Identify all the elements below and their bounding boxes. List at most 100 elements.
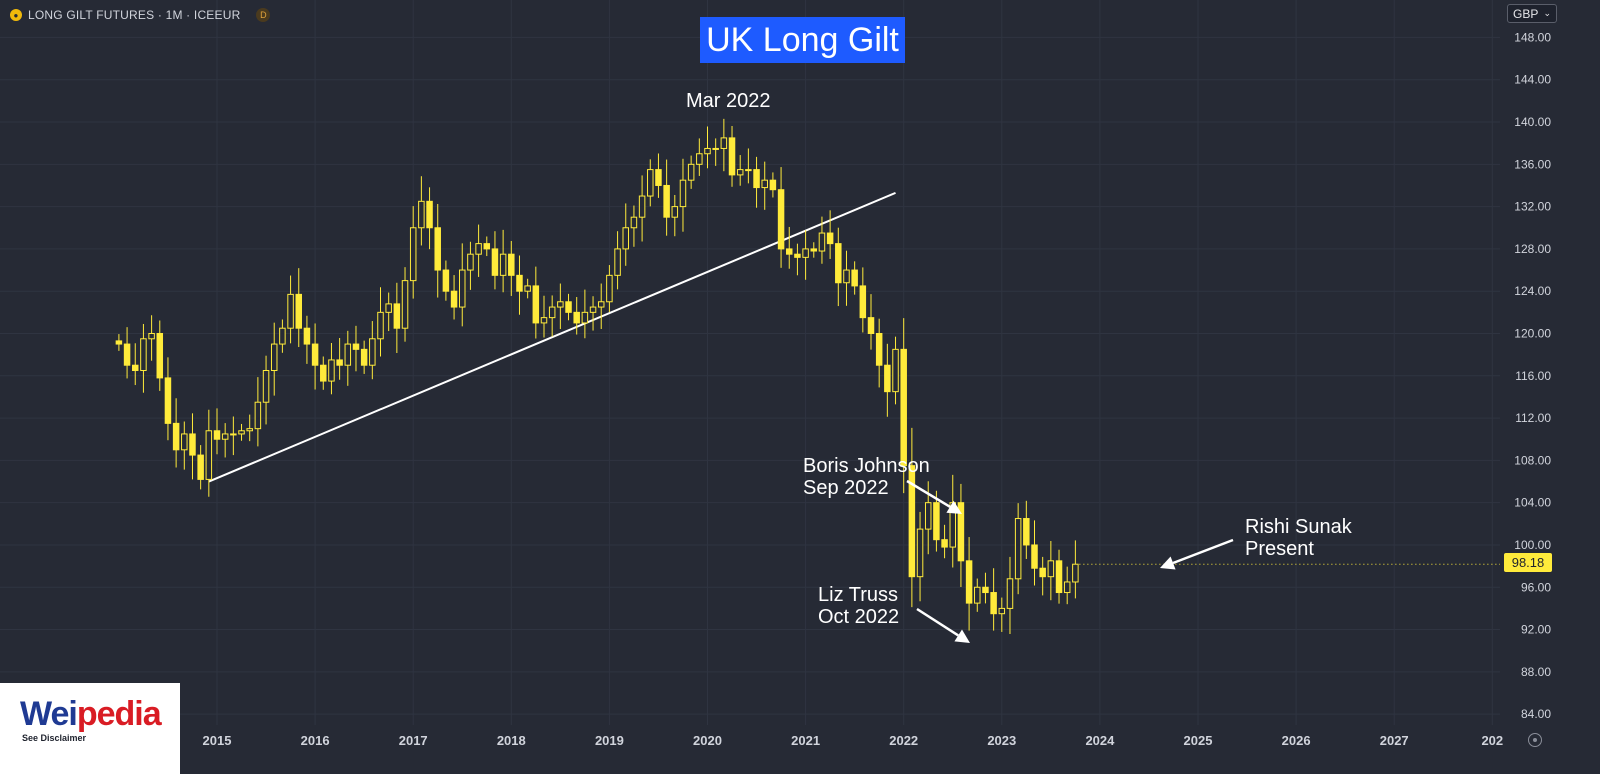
candle-body bbox=[148, 332, 155, 340]
chart-title: UK Long Gilt bbox=[700, 17, 905, 63]
gear-icon[interactable] bbox=[1528, 733, 1542, 747]
disclaimer-label: See Disclaimer bbox=[22, 733, 87, 743]
candle-body bbox=[189, 433, 196, 456]
candle-body bbox=[508, 253, 515, 276]
annotation-line: Sep 2022 bbox=[803, 477, 889, 499]
x-tick-label: 2021 bbox=[791, 733, 820, 748]
candle-body bbox=[156, 332, 164, 379]
y-tick-label: 100.00 bbox=[1514, 538, 1551, 552]
weipedia-logo[interactable]: Weipedia See Disclaimer bbox=[0, 683, 180, 774]
x-axis: 2015 2016 2017 2018 2019 2020 2021 2022 2023 2024… bbox=[203, 733, 1504, 748]
candle-body bbox=[900, 348, 907, 467]
candle-body bbox=[442, 269, 450, 292]
candle-body bbox=[965, 560, 973, 604]
candle-body bbox=[736, 169, 744, 176]
candle-body bbox=[630, 216, 638, 229]
candle-body bbox=[990, 592, 997, 615]
candle-body bbox=[916, 528, 924, 578]
symbol-header[interactable]: ● LONG GILT FUTURES · 1M · ICEEUR D bbox=[10, 6, 271, 24]
candle-body bbox=[1006, 578, 1014, 609]
y-tick-label: 88.00 bbox=[1521, 665, 1551, 679]
candle-body bbox=[753, 169, 760, 189]
candle-body bbox=[532, 285, 540, 324]
arrow-liz-truss bbox=[916, 607, 970, 643]
candle-body bbox=[687, 163, 695, 181]
candle-body bbox=[638, 195, 646, 218]
candle-body bbox=[859, 285, 867, 319]
candle-body bbox=[279, 327, 286, 345]
x-tick-label: 2025 bbox=[1184, 733, 1213, 748]
candle-body bbox=[483, 243, 491, 250]
annotation-liz-truss: Liz Truss Oct 2022 bbox=[818, 584, 899, 628]
candle-body bbox=[614, 248, 621, 276]
arrow-head bbox=[1160, 556, 1176, 570]
candle-body bbox=[164, 377, 172, 424]
delay-badge[interactable]: D bbox=[256, 8, 271, 22]
candle-body bbox=[957, 502, 965, 562]
candle-body bbox=[434, 227, 441, 271]
annotation-line: Mar 2022 bbox=[686, 90, 771, 112]
candle-body bbox=[499, 253, 507, 276]
candle-body bbox=[802, 248, 809, 258]
candle-body bbox=[924, 502, 932, 530]
candle-body bbox=[221, 433, 229, 440]
candle-body bbox=[597, 301, 605, 308]
candle-body bbox=[418, 200, 425, 229]
annotation-line: Oct 2022 bbox=[818, 606, 900, 628]
candles bbox=[115, 118, 1079, 634]
candle-body bbox=[908, 465, 916, 578]
candle-body bbox=[426, 200, 433, 229]
candle-body bbox=[467, 253, 474, 271]
candle-body bbox=[720, 137, 728, 149]
candle-body bbox=[769, 179, 777, 191]
candle-body bbox=[933, 502, 940, 541]
candle-body bbox=[344, 343, 352, 366]
trendline bbox=[208, 191, 896, 483]
candle-body bbox=[295, 293, 302, 329]
y-tick-label: 112.00 bbox=[1515, 411, 1551, 425]
candle-body bbox=[393, 303, 401, 329]
candle-body bbox=[728, 137, 736, 176]
y-tick-label: 132.00 bbox=[1514, 200, 1551, 214]
candle-body bbox=[794, 253, 801, 258]
candle-body bbox=[647, 169, 654, 197]
candle-body bbox=[123, 343, 131, 366]
candle-body bbox=[377, 311, 384, 340]
candle-body bbox=[352, 343, 360, 350]
candle-body bbox=[679, 179, 687, 208]
arrow-head bbox=[946, 500, 962, 514]
currency-selector[interactable]: GBP ⌄ bbox=[1507, 4, 1557, 23]
candle-body bbox=[303, 327, 311, 345]
x-tick-label: 2023 bbox=[987, 733, 1016, 748]
candle-body bbox=[745, 169, 752, 172]
y-tick-label: 92.00 bbox=[1521, 623, 1551, 637]
candle-body bbox=[336, 359, 343, 366]
candle-body bbox=[1047, 560, 1055, 578]
annotation-mar-2022: Mar 2022 bbox=[686, 90, 771, 112]
x-tick-label: 2027 bbox=[1380, 733, 1409, 748]
trendline-path bbox=[208, 191, 896, 483]
arrow-shaft bbox=[1172, 538, 1234, 565]
candle-body bbox=[835, 243, 842, 284]
candle-body bbox=[401, 280, 409, 329]
annotation-rishi-sunak: Rishi Sunak Present bbox=[1245, 516, 1352, 560]
candle-body bbox=[262, 370, 270, 403]
candle-body bbox=[287, 293, 294, 329]
candle-body bbox=[565, 301, 572, 313]
candle-body bbox=[140, 338, 147, 372]
x-tick-label: 2017 bbox=[399, 733, 428, 748]
candle-body bbox=[573, 311, 580, 324]
candle-body bbox=[696, 153, 703, 165]
candle-body bbox=[843, 269, 850, 284]
candle-body bbox=[712, 147, 719, 150]
candle-body bbox=[516, 274, 523, 292]
logo-primary: Wei bbox=[20, 695, 78, 733]
x-tick-label: 2016 bbox=[301, 733, 330, 748]
candle-body bbox=[974, 586, 981, 604]
candle-body bbox=[475, 243, 482, 255]
x-tick-label: 2018 bbox=[497, 733, 526, 748]
candle-body bbox=[524, 285, 531, 292]
candle-body bbox=[548, 306, 556, 319]
candle-body bbox=[254, 401, 262, 430]
